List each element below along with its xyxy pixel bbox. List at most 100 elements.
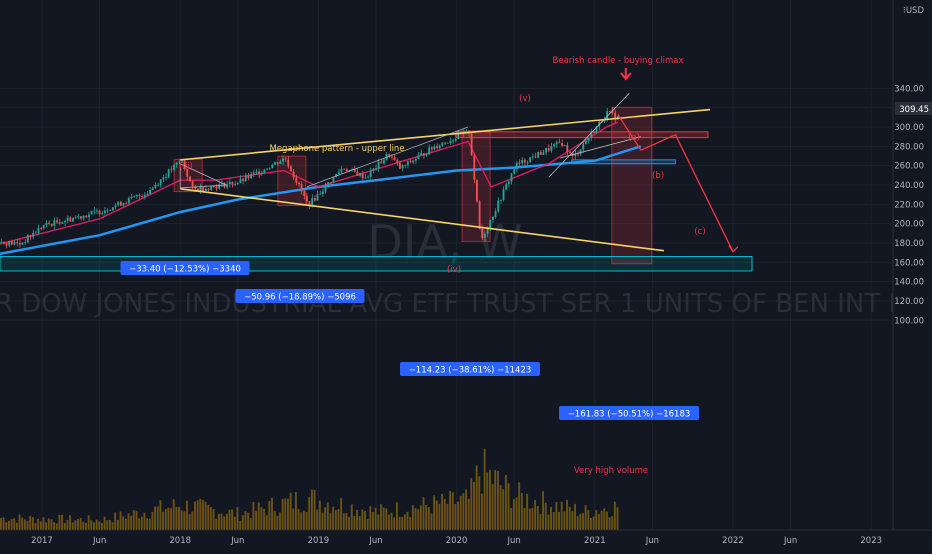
- volume-bar: [79, 518, 82, 530]
- volume-bar: [103, 516, 106, 530]
- volume-bar: [552, 512, 555, 530]
- candle-body: [444, 142, 446, 144]
- candle-body: [157, 184, 159, 186]
- volume-bar: [555, 502, 558, 530]
- volume-bar: [297, 509, 300, 530]
- candle-body: [215, 186, 218, 189]
- volume-bar: [191, 511, 194, 530]
- wave-c-label: (c): [694, 227, 705, 237]
- volume-bar: [170, 508, 172, 530]
- candle-body: [2, 242, 5, 244]
- volume-bar: [302, 510, 305, 530]
- volume-bar: [127, 513, 130, 530]
- candle-body: [353, 168, 356, 172]
- volume-bar: [167, 507, 170, 530]
- candle-body: [566, 145, 569, 153]
- candle-body: [436, 146, 439, 148]
- x-tick-label: 2018: [169, 536, 191, 546]
- candle-body: [409, 161, 412, 163]
- volume-bar: [66, 519, 69, 530]
- time-axis[interactable]: 2017 Jun 2018 Jun 2019 Jun 2020 Jun 2021 Jun 2022 J…: [0, 529, 932, 550]
- volume-bar: [388, 514, 390, 530]
- volume-bar: [542, 491, 545, 530]
- candle-body: [579, 149, 582, 154]
- candle-body: [608, 110, 611, 112]
- volume-bar: [239, 520, 242, 530]
- volume-bar: [82, 521, 85, 530]
- volume-bar: [87, 515, 90, 530]
- price-axis[interactable]: 100.00 120.00 140.00 160.00 180.00 200.00 220.…: [892, 0, 932, 530]
- candle-body: [292, 171, 295, 178]
- y-tick-label: 260.00: [894, 162, 924, 172]
- volume-bar: [358, 516, 361, 530]
- volume-bar: [534, 499, 537, 530]
- volume-bar: [63, 522, 66, 530]
- candle-body: [287, 159, 290, 167]
- volume-bar: [491, 484, 494, 530]
- volume-bar: [178, 506, 180, 530]
- volume-bar: [255, 510, 257, 530]
- volume-bar: [223, 516, 226, 530]
- volume-bar: [544, 502, 547, 530]
- candle-body: [361, 172, 364, 179]
- candle-body: [18, 242, 21, 245]
- volume-bar: [313, 489, 316, 530]
- target-zone: [0, 256, 753, 272]
- measure-label: −50.96 (−18.89%) −5096: [244, 293, 356, 303]
- candle-body: [484, 233, 486, 239]
- wedge-line: [548, 92, 630, 178]
- moving-averages: [0, 121, 642, 256]
- candle-body: [529, 157, 532, 163]
- candle-body: [590, 132, 593, 138]
- x-tick-label: Jun: [230, 536, 244, 546]
- candle-body: [340, 168, 343, 173]
- candle-body: [162, 177, 165, 180]
- x-tick-label: Jun: [507, 536, 521, 546]
- volume-bar: [496, 471, 499, 530]
- x-tick-label: Jun: [645, 536, 659, 546]
- candle-body: [258, 171, 260, 175]
- y-tick-label: 180.00: [894, 239, 924, 249]
- settings-icon[interactable]: ⁝: [903, 6, 906, 16]
- trendlines: [179, 68, 739, 253]
- candle-body: [412, 160, 415, 163]
- ema-fast-line: [0, 121, 619, 245]
- candle-body: [125, 203, 128, 204]
- volume-bar: [611, 516, 614, 530]
- x-tick-label: Jun: [368, 536, 382, 546]
- volume-bar: [332, 506, 335, 530]
- candle-body: [574, 153, 577, 157]
- volume-bar: [241, 515, 244, 530]
- current-price: 309.45: [899, 105, 929, 115]
- candle-body: [534, 156, 537, 158]
- volume-bar: [454, 503, 457, 530]
- volume-bar: [361, 509, 364, 530]
- candle-body: [8, 240, 11, 246]
- candle-body: [32, 232, 35, 237]
- volume-bar: [281, 498, 284, 530]
- volume-bar: [510, 507, 513, 530]
- volume-bar: [518, 482, 521, 530]
- volume-bar: [257, 502, 260, 530]
- x-tick-label: 2020: [446, 536, 468, 546]
- volume-bar: [465, 489, 467, 530]
- volume-bar: [475, 465, 478, 530]
- volume-bar: [154, 506, 157, 530]
- candle-body: [53, 220, 56, 226]
- y-tick-label: 100.00: [894, 316, 924, 326]
- candle-body: [74, 217, 77, 219]
- volume-bar: [292, 508, 295, 530]
- volume-bar: [329, 513, 332, 530]
- volume-bar: [39, 521, 42, 530]
- volume-bar: [50, 519, 53, 530]
- candle-body: [88, 214, 90, 218]
- volume-bar: [310, 489, 313, 530]
- volume-bar: [138, 518, 141, 530]
- volume-bar: [21, 517, 24, 530]
- volume-bar: [10, 518, 13, 530]
- volume-bar: [61, 514, 63, 530]
- volume-bar: [7, 520, 10, 530]
- candle-body: [388, 154, 391, 157]
- candle-body: [329, 182, 332, 184]
